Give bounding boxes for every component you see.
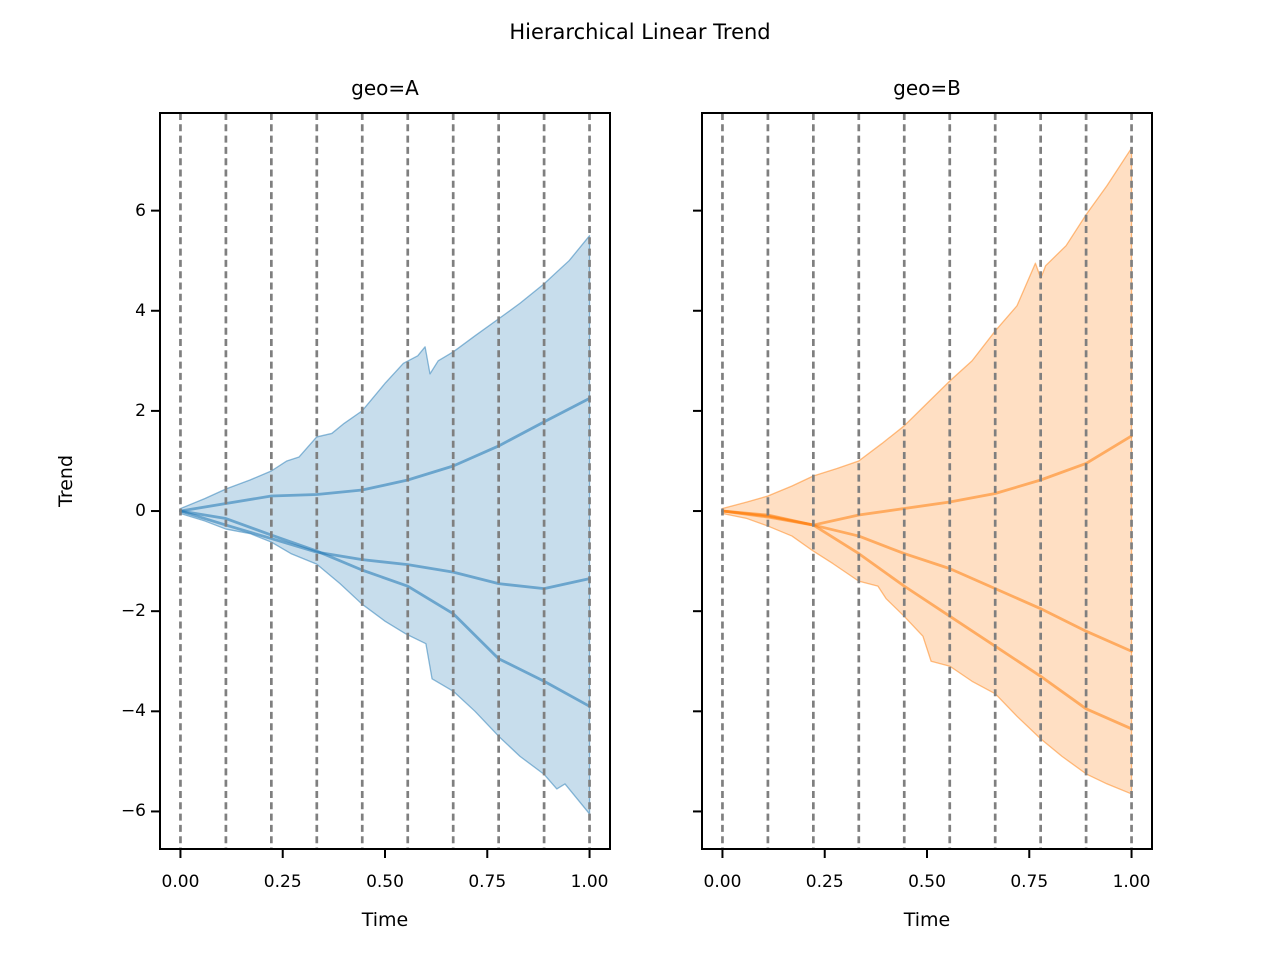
y-tick-label: −6 (120, 801, 146, 822)
x-tick-label: 1.00 (1112, 872, 1151, 892)
y-tick-label: 6 (135, 200, 146, 221)
y-tick-label: 2 (135, 400, 146, 421)
subplot-geo-b: geo=B Time 0.00 0.25 0.50 0.75 1.00 (693, 76, 1153, 931)
x-tick-label: 0.25 (805, 872, 844, 892)
y-tick-label: 4 (135, 300, 146, 321)
hdi-band (179, 235, 591, 815)
x-tick-label: 0.75 (1010, 872, 1049, 892)
x-tick-label: 0.50 (908, 872, 946, 892)
x-axis-label: Time (361, 909, 409, 931)
y-tick-label: −2 (120, 601, 146, 622)
x-tick-label: 0.50 (366, 872, 404, 892)
trend-sample-line (179, 509, 591, 591)
y-axis-label: Trend (55, 455, 77, 507)
x-tick-label: 0.00 (161, 872, 200, 892)
subplot-b-plot-area (693, 112, 1153, 858)
subplot-a-title: geo=A (351, 76, 419, 100)
subplot-b-title: geo=B (893, 76, 961, 100)
y-tick-label: −4 (120, 701, 146, 722)
figure-suptitle: Hierarchical Linear Trend (509, 20, 771, 44)
x-tick-label: 0.25 (263, 872, 302, 892)
trend-sample-line (179, 509, 591, 708)
subplot-geo-a: geo=A Time Trend 0.00 0.25 0.50 0.75 1.00 6 4 2… (55, 76, 611, 931)
y-tick-label: 0 (135, 501, 146, 522)
x-tick-label: 0.75 (468, 872, 507, 892)
x-tick-label: 1.00 (570, 872, 609, 892)
x-tick-label: 0.00 (703, 872, 742, 892)
x-axis-label: Time (903, 909, 951, 931)
trend-sample-line (721, 509, 1133, 731)
subplot-a-plot-area (151, 112, 611, 858)
trend-sample-line (179, 396, 591, 513)
